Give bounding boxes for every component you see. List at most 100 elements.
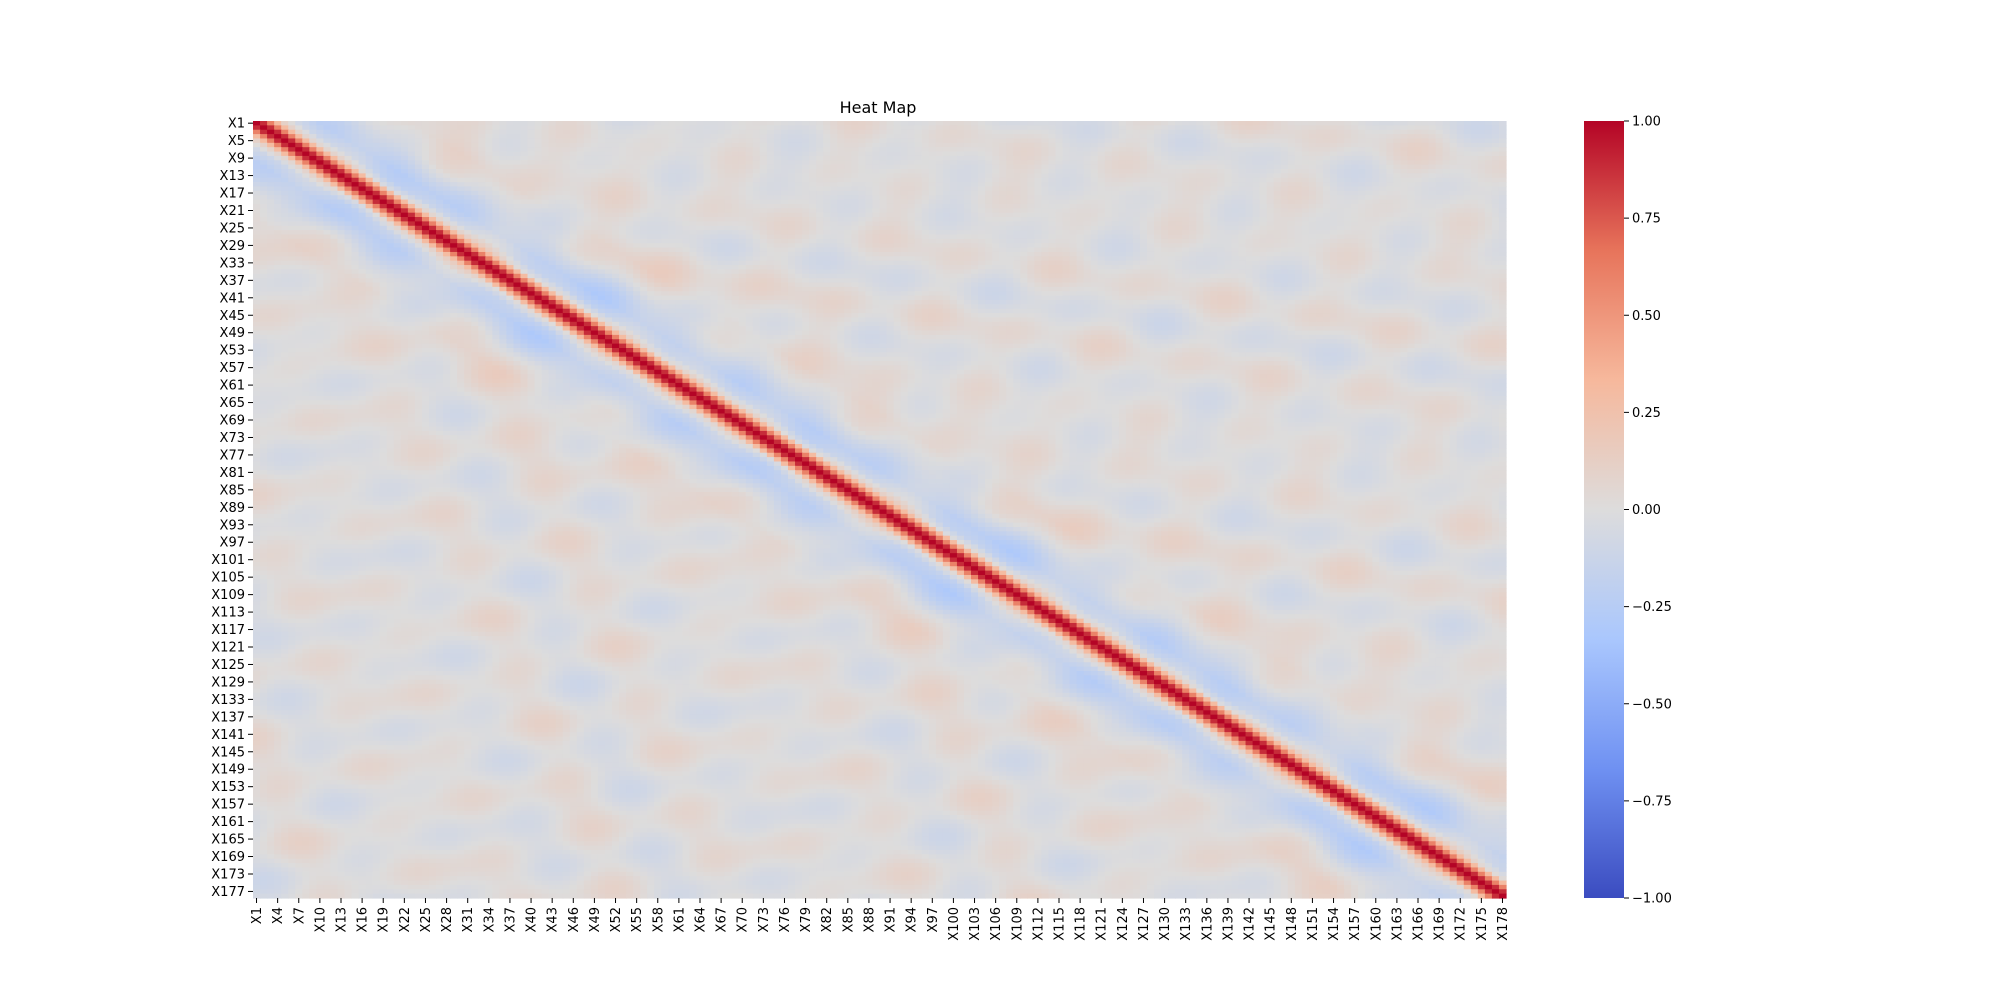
- heatmap-cell: [612, 195, 620, 201]
- heatmap-cell: [978, 238, 986, 244]
- heatmap-cell: [1400, 134, 1409, 140]
- heatmap-cell: [421, 169, 430, 174]
- heatmap-cell: [710, 177, 719, 183]
- heatmap-cell: [1330, 173, 1338, 179]
- heatmap-cell: [1266, 230, 1275, 236]
- heatmap-cell: [626, 212, 634, 218]
- heatmap-cell: [1238, 195, 1247, 201]
- heatmap-cell: [612, 151, 620, 157]
- heatmap-cell: [1421, 203, 1430, 209]
- heatmap-cell: [281, 138, 289, 144]
- heatmap-cell: [647, 238, 655, 244]
- heatmap-cell: [1034, 173, 1043, 179]
- heatmap-cell: [267, 221, 275, 227]
- heatmap-cell: [731, 221, 740, 227]
- heatmap-cell: [302, 208, 310, 214]
- heatmap-cell: [260, 169, 268, 174]
- heatmap-cell: [428, 129, 437, 135]
- heatmap-cell: [1280, 195, 1289, 201]
- heatmap-cell: [710, 155, 719, 161]
- heatmap-cell: [780, 182, 789, 188]
- heatmap-cell: [1393, 230, 1402, 236]
- heatmap-cell: [1196, 182, 1204, 188]
- heatmap-cell: [1139, 203, 1148, 209]
- heatmap-cell: [851, 125, 859, 131]
- heatmap-cell: [302, 129, 310, 135]
- heatmap-row: [253, 121, 1507, 126]
- heatmap-cell: [541, 164, 550, 170]
- heatmap-cell: [724, 238, 733, 244]
- heatmap-cell: [1421, 190, 1430, 196]
- heatmap-cell: [837, 190, 845, 196]
- heatmap-cell: [879, 147, 888, 153]
- heatmap-cell: [548, 177, 557, 183]
- heatmap-cell: [527, 199, 536, 205]
- heatmap-cell: [928, 190, 937, 196]
- heatmap-cell: [1498, 151, 1507, 157]
- heatmap-cell: [1097, 160, 1106, 166]
- heatmap-cell: [823, 225, 831, 231]
- heatmap-cell: [773, 169, 782, 174]
- heatmap-cell: [1365, 203, 1373, 209]
- heatmap-cell: [555, 169, 564, 174]
- heatmap-cell: [1048, 199, 1057, 205]
- heatmap-cell: [1154, 134, 1162, 140]
- heatmap-cell: [1421, 225, 1430, 231]
- heatmap-cell: [963, 186, 972, 192]
- heatmap-cell: [1372, 203, 1380, 209]
- heatmap-cell: [379, 186, 388, 192]
- heatmap-cell: [1484, 212, 1493, 218]
- heatmap-cell: [1006, 173, 1014, 179]
- heatmap-cell: [590, 217, 599, 222]
- heatmap-cell: [1203, 190, 1211, 196]
- heatmap-cell: [337, 199, 346, 205]
- heatmap-cell: [999, 186, 1007, 192]
- heatmap-cell: [1294, 230, 1303, 236]
- heatmap-cell: [921, 134, 930, 140]
- heatmap-cell: [1013, 186, 1021, 192]
- heatmap-cell: [1189, 129, 1197, 135]
- heatmap-cell: [1210, 173, 1218, 179]
- heatmap-cell: [506, 217, 515, 222]
- heatmap-cell: [802, 151, 810, 157]
- heatmap-cell: [344, 177, 353, 183]
- heatmap-cell: [717, 125, 726, 131]
- heatmap-cell: [1020, 134, 1028, 140]
- heatmap-cell: [612, 134, 620, 140]
- heatmap-cell: [633, 186, 641, 192]
- heatmap-cell: [1463, 177, 1472, 183]
- heatmap-cell: [978, 217, 986, 222]
- heatmap-cell: [1477, 199, 1486, 205]
- heatmap-cell: [999, 212, 1007, 218]
- heatmap-cell: [816, 121, 824, 126]
- heatmap-cell: [1076, 199, 1085, 205]
- heatmap-cell: [1372, 138, 1380, 144]
- heatmap-cell: [795, 125, 803, 131]
- heatmap-cell: [612, 177, 620, 183]
- heatmap-cell: [1428, 164, 1437, 170]
- heatmap-cell: [717, 147, 726, 153]
- heatmap-cell: [562, 138, 571, 144]
- heatmap-cell: [316, 138, 324, 144]
- heatmap-cell: [534, 164, 543, 170]
- heatmap-cell: [323, 173, 332, 179]
- heatmap-cell: [1421, 208, 1430, 214]
- heatmap-cell: [1013, 160, 1021, 166]
- heatmap-cell: [1400, 125, 1409, 131]
- heatmap-cell: [1386, 173, 1394, 179]
- heatmap-cell: [443, 203, 451, 209]
- heatmap-cell: [1477, 234, 1486, 240]
- heatmap-cell: [886, 199, 895, 205]
- heatmap-cell: [1154, 164, 1162, 170]
- heatmap-cell: [1118, 199, 1127, 205]
- heatmap-cell: [1062, 138, 1071, 144]
- heatmap-cell: [1168, 203, 1176, 209]
- heatmap-cell: [640, 238, 648, 244]
- heatmap-cell: [1322, 121, 1331, 126]
- heatmap-cell: [633, 230, 641, 236]
- heatmap-cell: [710, 217, 719, 222]
- heatmap-cell: [379, 182, 388, 188]
- heatmap-cell: [999, 125, 1007, 131]
- heatmap-cell: [1217, 199, 1226, 205]
- heatmap-cell: [787, 182, 796, 188]
